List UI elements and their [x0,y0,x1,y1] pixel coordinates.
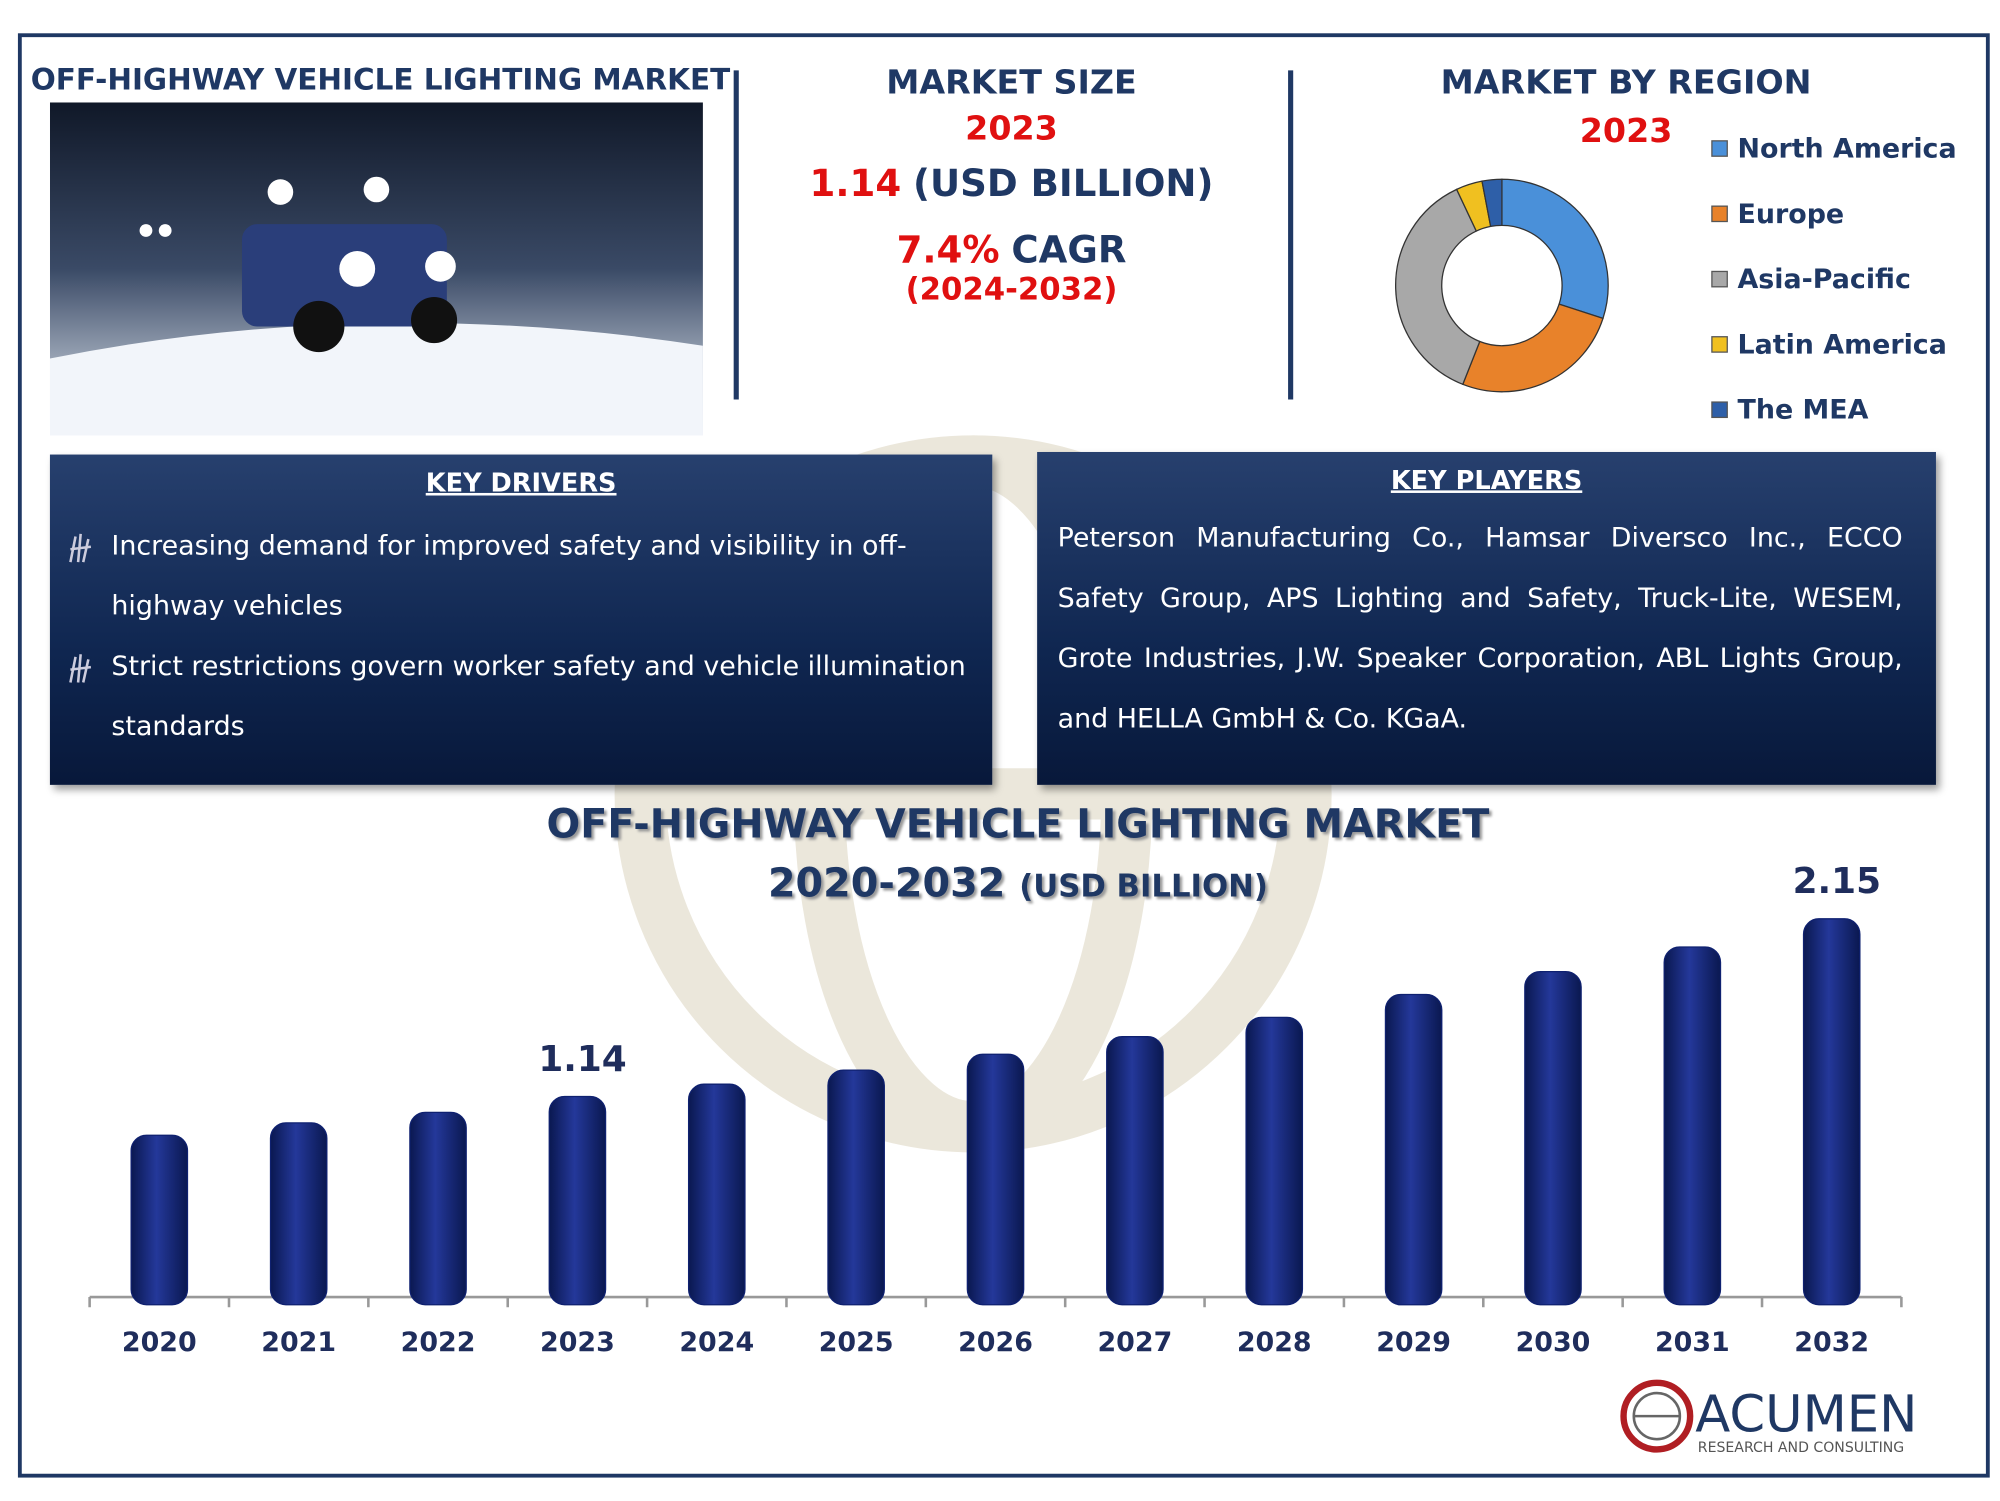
donut-chart: North America Europe Asia-Pacific Latin Ame… [1395,133,1957,426]
legend-label: North America [1738,133,1957,164]
legend-label: Asia-Pacific [1738,264,1911,295]
donut-slice [1501,178,1609,320]
driver-item: Strict restrictions govern worker safety… [65,636,972,756]
market-size-year: 2023 [965,110,1058,149]
x-tick-label: 2027 [1097,1327,1172,1358]
bar [269,1122,328,1306]
bar [966,1053,1025,1306]
bar-subtitle: 2020-2032 [767,860,1006,907]
bar [1245,1016,1304,1306]
x-tick-label: 2032 [1794,1327,1869,1358]
bar-subtitle-line: 2020-2032 (USD BILLION) [384,860,1652,906]
driver-text: Strict restrictions govern worker safety… [111,650,966,742]
legend-swatch [1711,205,1728,223]
bullet-shape [69,654,92,683]
logo-tagline: RESEARCH AND CONSULTING [1698,1440,1904,1456]
legend-swatch [1711,140,1728,157]
data-label: 1.14 [538,1039,626,1080]
key-drivers-box: KEY DRIVERS Increasing demand for improv… [49,454,993,785]
bullet-icon [69,533,92,563]
donut-slice [1395,188,1481,386]
key-players-box: KEY PLAYERS Peterson Manufacturing Co., … [1037,451,1936,785]
x-tick-label: 2028 [1237,1327,1312,1358]
x-tick-label: 2024 [679,1327,754,1358]
bar [548,1095,607,1306]
logo: ACUMEN RESEARCH AND CONSULTING [1620,1379,1917,1456]
cagr-line: 7.4% CAGR [743,228,1281,272]
bar [1106,1036,1164,1306]
bar [1524,970,1582,1306]
key-drivers-title: KEY DRIVERS [425,467,617,499]
bar [1384,993,1443,1306]
bar [1802,918,1861,1306]
x-tick-label: 2023 [540,1327,615,1358]
bar [827,1069,885,1306]
data-label: 2.15 [1793,861,1881,902]
bullet-shape [69,533,92,563]
bar [130,1134,189,1306]
x-tick-label: 2020 [122,1327,197,1358]
market-size: MARKET SIZE 2023 1.14 (USD BILLION) 7.4%… [743,64,1281,307]
photo [49,102,703,436]
key-players-title: KEY PLAYERS [1390,464,1583,496]
x-tick-label: 2031 [1655,1327,1730,1358]
driver-text: Increasing demand for improved safety an… [111,530,907,621]
legend-label: Latin America [1738,329,1947,360]
legend-label: The MEA [1738,395,1869,426]
legend-swatch [1711,336,1728,353]
legend-swatch [1711,270,1728,288]
legend-label: Europe [1738,199,1845,230]
donut-subtitle: 2023 [1579,112,1673,152]
cagr-label: CAGR [1011,227,1127,272]
bullet-icon [69,654,92,683]
x-tick-label: 2029 [1376,1327,1451,1358]
donut-slice [1461,303,1604,393]
x-tick-label: 2030 [1516,1327,1591,1358]
driver-item: Increasing demand for improved safety an… [65,516,972,636]
x-tick-label: 2026 [958,1327,1033,1358]
frame [17,33,1990,1478]
bar-unit: (USD BILLION) [1019,868,1268,904]
x-tick-label: 2021 [261,1327,336,1358]
bar [409,1111,467,1306]
market-size-value-line: 1.14 (USD BILLION) [743,161,1281,205]
market-size-title: MARKET SIZE [886,64,1137,103]
bar [1663,946,1722,1306]
x-tick-label: 2025 [819,1327,894,1358]
market-size-value: 1.14 [809,161,902,205]
market-size-unit: (USD BILLION) [912,161,1214,205]
key-players-text: Peterson Manufacturing Co., Hamsar Diver… [1057,522,1903,734]
bar [687,1083,746,1306]
donut-title: MARKET BY REGION [1440,64,1812,103]
x-tick-label: 2022 [401,1327,476,1358]
donut-slice [1481,178,1503,228]
cagr-period: (2024-2032) [905,271,1118,308]
cagr-value: 7.4% [896,227,1000,272]
key-drivers-list: Increasing demand for improved safety an… [65,516,972,757]
logo-company: ACUMEN [1695,1384,1917,1444]
bar-chart: 2020 2021 2022 2023 1.14 2024 2025 2026 2027 2028… [88,861,1903,1358]
legend-swatch [1711,401,1728,419]
bar-title: OFF-HIGHWAY VEHICLE LIGHTING MARKET [546,801,1490,848]
header-title: OFF-HIGHWAY VEHICLE LIGHTING MARKET [30,64,731,98]
